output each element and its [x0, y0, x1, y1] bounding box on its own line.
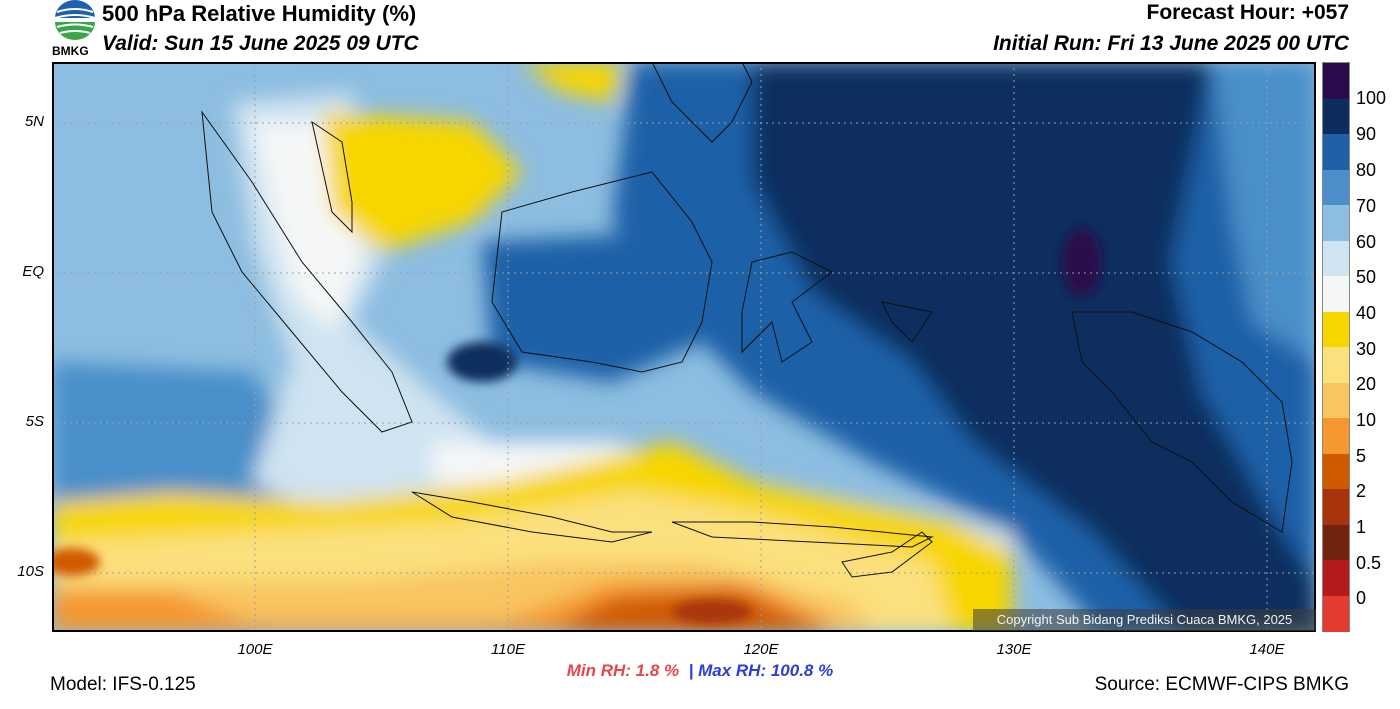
lat-label-5s: 5S — [25, 413, 44, 430]
valid-time: Valid: Sun 15 June 2025 09 UTC — [102, 32, 419, 55]
forecast-hour: Forecast Hour: +057 — [1146, 1, 1350, 24]
colorbar-label-5: 5 — [1356, 446, 1367, 466]
lon-label-100e: 100E — [237, 641, 273, 658]
colorbar-segment — [1323, 453, 1349, 490]
separator: | — [688, 661, 694, 680]
colorbar-label-0: 0 — [1356, 588, 1367, 608]
colorbar-label-30: 30 — [1356, 339, 1377, 359]
colorbar-label-1: 1 — [1356, 517, 1367, 537]
colorbar-segment — [1323, 240, 1349, 277]
colorbar-label-60: 60 — [1356, 232, 1377, 252]
colorbar-segment — [1323, 205, 1349, 241]
logo-text: BMKG — [52, 44, 89, 58]
chart-title: 500 hPa Relative Humidity (%) — [102, 1, 417, 26]
colorbar-label-40: 40 — [1356, 303, 1377, 323]
min-rh: Min RH: 1.8 % — [566, 661, 680, 680]
humidity-map — [52, 62, 1316, 632]
colorbar-label-80: 80 — [1356, 160, 1377, 180]
colorbar-label-20: 20 — [1356, 374, 1377, 394]
bmkg-logo: BMKG — [50, 0, 100, 60]
colorbar-segment — [1323, 98, 1349, 135]
lon-label-110e: 110E — [491, 641, 525, 658]
source-label: Source: ECMWF-CIPS BMKG — [1094, 674, 1349, 695]
colorbar-segment — [1323, 489, 1349, 525]
lat-label-10s: 10S — [17, 563, 44, 580]
colorbar-segment — [1323, 524, 1349, 561]
colorbar-segment — [1323, 347, 1349, 383]
copyright-note: Copyright Sub Bidang Prediksi Cuaca BMKG… — [973, 609, 1316, 631]
lon-label-130e: 130E — [996, 641, 1032, 658]
max-rh: Max RH: 100.8 % — [698, 661, 834, 680]
map-frame — [52, 62, 1316, 632]
colorbar-segment — [1323, 418, 1349, 454]
colorbar-segment — [1323, 382, 1349, 419]
colorbar-segment — [1323, 595, 1349, 632]
lat-label-5n: 5N — [24, 113, 44, 130]
colorbar-segment — [1323, 311, 1349, 348]
lat-label-eq: EQ — [22, 263, 44, 280]
colorbar-segment — [1323, 63, 1349, 99]
colorbar-segment — [1323, 560, 1349, 596]
colorbar-label-2: 2 — [1356, 481, 1367, 501]
colorbar-label-0-5: 0.5 — [1356, 553, 1382, 573]
colorbar-label-70: 70 — [1356, 196, 1377, 216]
colorbar-label-50: 50 — [1356, 267, 1377, 287]
minmax-readout: Min RH: 1.8 % | Max RH: 100.8 % — [0, 661, 1400, 681]
colorbar-label-10: 10 — [1356, 410, 1377, 430]
colorbar-label-90: 90 — [1356, 124, 1377, 144]
colorbar-segment — [1323, 169, 1349, 206]
lon-label-120e: 120E — [743, 641, 779, 658]
colorbar — [1322, 62, 1350, 632]
colorbar-label-100: 100 — [1356, 88, 1387, 108]
model-label: Model: IFS-0.125 — [50, 674, 196, 695]
colorbar-segment — [1323, 134, 1349, 170]
colorbar-segment — [1323, 276, 1349, 312]
initial-run: Initial Run: Fri 13 June 2025 00 UTC — [993, 32, 1349, 55]
lon-label-140e: 140E — [1249, 641, 1285, 658]
